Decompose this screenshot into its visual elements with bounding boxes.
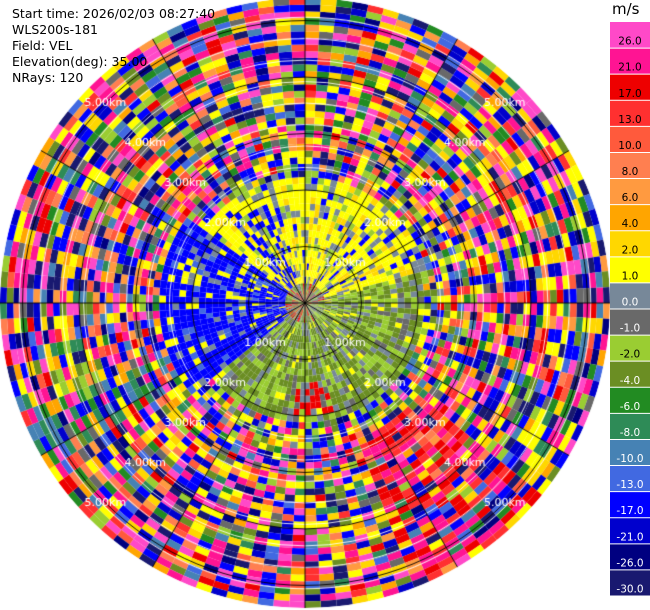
field-label: Field: VEL — [12, 38, 73, 53]
colorbar-cell — [610, 178, 650, 206]
colorbar-cell — [610, 48, 650, 75]
colorbar-cell — [610, 569, 650, 597]
colorbar-cell — [610, 309, 650, 336]
colorbar-tick-label: -13.0 — [616, 479, 643, 491]
start-time-label: Start time: 2026/02/03 08:27:40 — [12, 6, 216, 21]
colorbar-tick-label: -4.0 — [620, 375, 641, 387]
colorbar-cell — [610, 152, 650, 180]
colorbar-tick-label: 8.0 — [622, 166, 639, 178]
colorbar-cell — [610, 387, 650, 414]
colorbar-cell — [610, 439, 650, 467]
colorbar-cell — [610, 543, 650, 571]
colorbar-tick-label: 26.0 — [618, 36, 641, 48]
colorbar-unit-label: m/s — [612, 0, 640, 18]
colorbar-cell — [610, 22, 650, 49]
colorbar-cell — [610, 100, 650, 127]
colorbar-cell — [610, 491, 650, 519]
colorbar-cell — [610, 413, 650, 440]
colorbar-tick-label: -17.0 — [616, 505, 643, 517]
colorbar-tick-label: 10.0 — [618, 140, 641, 152]
colorbar-cell — [610, 74, 650, 101]
colorbar-cell — [610, 361, 650, 388]
colorbar-tick-label: 4.0 — [622, 218, 639, 230]
nrays-label: NRays: 120 — [12, 70, 84, 85]
colorbar-tick-label: -8.0 — [620, 427, 641, 439]
colorbar-tick-label: 21.0 — [618, 62, 641, 74]
colorbar-cell — [610, 204, 650, 232]
colorbar-tick-label: 13.0 — [618, 114, 641, 126]
colorbar-cell — [610, 335, 650, 362]
colorbar: 26.0 21.0 17.0 13.0 10.0 8.0 6.0 4.0 2.0 1.0 0.0 -1… — [610, 22, 650, 597]
colorbar-tick-label: 6.0 — [622, 192, 639, 204]
colorbar-tick-label: -1.0 — [620, 323, 641, 335]
colorbar-tick-label: -6.0 — [620, 401, 641, 413]
colorbar-tick-label: 1.0 — [622, 270, 639, 282]
colorbar-tick-label: 17.0 — [618, 88, 641, 100]
colorbar-cell — [610, 126, 650, 153]
colorbar-tick-label: 0.0 — [622, 297, 639, 309]
colorbar-tick-label: -2.0 — [620, 349, 641, 361]
colorbar-tick-label: -26.0 — [616, 557, 643, 569]
elevation-label: Elevation(deg): 35.00 — [12, 54, 148, 69]
colorbar-cell — [610, 517, 650, 545]
colorbar-tick-label: -21.0 — [616, 531, 643, 543]
colorbar-tick-label: 2.0 — [622, 244, 639, 256]
instrument-label: WLS200s-181 — [12, 22, 98, 37]
colorbar-cell — [610, 282, 650, 310]
colorbar-tick-label: -30.0 — [616, 584, 643, 596]
colorbar-cell — [610, 230, 650, 258]
colorbar-cell — [610, 256, 650, 284]
colorbar-tick-label: -10.0 — [616, 453, 643, 465]
colorbar-cell — [610, 465, 650, 493]
